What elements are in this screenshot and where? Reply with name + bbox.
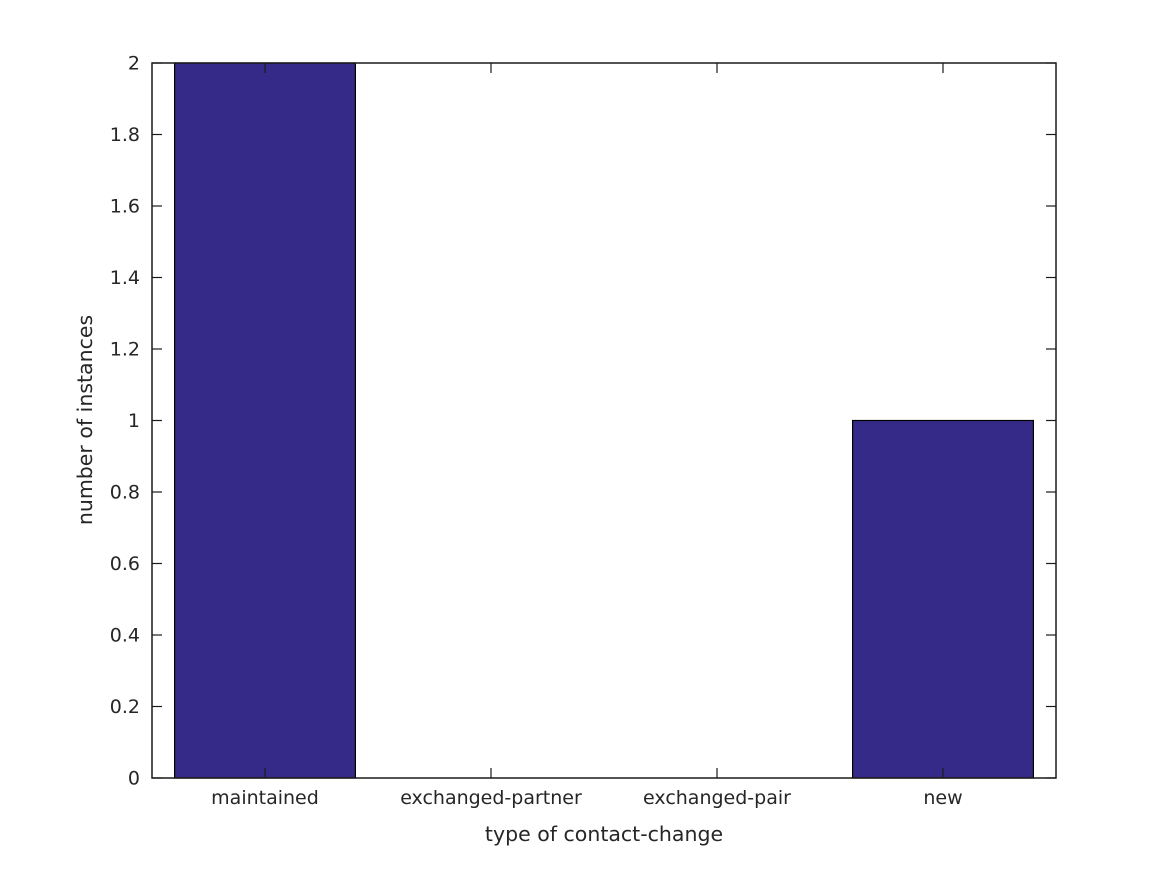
y-tick-label: 0.2 [110,696,140,718]
x-tick-label: new [923,787,962,809]
y-tick-label: 0 [128,768,140,790]
y-tick-label: 1.8 [110,124,140,146]
y-tick-label: 1 [128,410,140,432]
y-tick-label: 1.4 [110,267,140,289]
bars-group [174,62,1034,779]
x-tick-labels: maintained exchanged-partner exchanged-pai… [211,787,962,809]
x-tick-label: exchanged-partner [400,787,582,809]
x-axis-label: type of contact-change [485,822,723,846]
y-tick-label: 1.2 [110,339,140,361]
y-tick-labels: 0 0.2 0.4 0.6 0.8 1 1.2 1.4 1.6 1.8 2 [110,53,140,790]
x-tick-label: exchanged-pair [643,787,791,809]
bar-new [851,419,1034,779]
y-tick-label: 1.6 [110,196,140,218]
bar-maintained [174,62,357,779]
y-tick-label: 0.8 [110,482,140,504]
y-tick-label: 0.6 [110,553,140,575]
y-tick-label: 2 [128,53,140,75]
y-tick-label: 0.4 [110,625,140,647]
x-tick-label: maintained [211,787,319,809]
y-axis-label: number of instances [73,315,97,525]
ticks-group [152,62,1056,779]
